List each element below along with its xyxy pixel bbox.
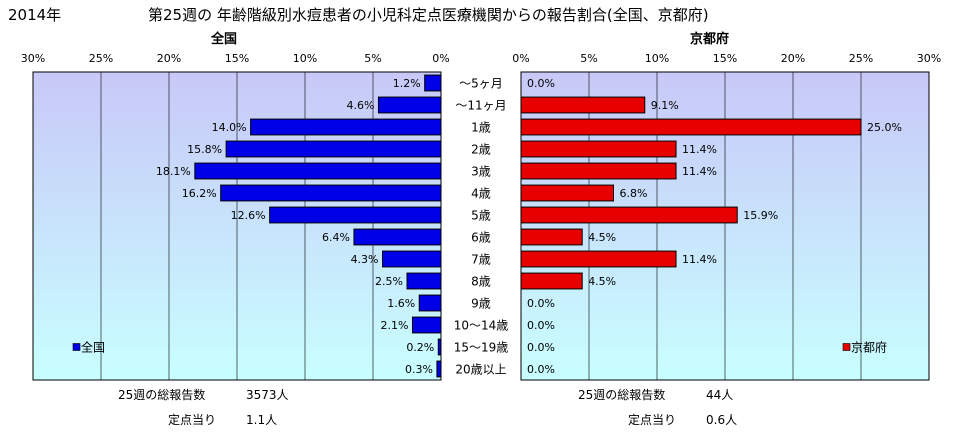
national-data-label: 1.2% [393, 77, 421, 90]
kyoto-data-label: 15.9% [743, 209, 778, 222]
national-data-label: 16.2% [182, 187, 217, 200]
national-data-label: 4.6% [346, 99, 374, 112]
kyoto-data-label: 0.0% [527, 341, 555, 354]
kyoto-data-label: 9.1% [651, 99, 679, 112]
kyoto-x-tick-label: 25% [849, 52, 873, 65]
national-bar [406, 272, 442, 290]
national-bar [353, 228, 442, 246]
kyoto-data-label: 0.0% [527, 77, 555, 90]
kyoto-panel-title: 京都府 [690, 32, 730, 47]
national-bar [382, 250, 442, 268]
national-x-tick-label: 0% [432, 52, 449, 65]
category-label: 8歳 [471, 275, 491, 289]
national-x-tick-label: 10% [293, 52, 317, 65]
category-label: 20歳以上 [455, 363, 506, 377]
year-label: 2014年 [8, 6, 62, 24]
chart-title: 第25週の 年齢階級別水痘患者の小児科定点医療機関からの報告割合(全国、京都府) [148, 6, 709, 24]
national-bar [250, 118, 442, 136]
national-data-label: 0.3% [405, 363, 433, 376]
national-bar [418, 294, 442, 312]
kyoto-bar [520, 118, 862, 136]
national-data-label: 6.4% [322, 231, 350, 244]
category-label: ～5ヶ月 [459, 77, 503, 91]
kyoto-legend-swatch [842, 343, 851, 351]
category-label: 4歳 [471, 187, 491, 201]
kyoto-x-tick-label: 20% [781, 52, 805, 65]
national-data-label: 4.3% [351, 253, 379, 266]
kyoto-bar [520, 250, 677, 268]
kyoto-data-label: 0.0% [527, 319, 555, 332]
category-label: 3歳 [471, 165, 491, 179]
kyoto-per-label: 定点当り [628, 413, 677, 427]
national-x-tick-label: 30% [21, 52, 45, 65]
national-panel-title: 全国 [211, 32, 238, 47]
category-label: 5歳 [471, 209, 491, 223]
national-bar [411, 316, 442, 334]
national-data-label: 0.2% [406, 341, 434, 354]
national-bar [225, 140, 442, 158]
kyoto-bar [520, 162, 677, 180]
category-label: 6歳 [471, 231, 491, 245]
kyoto-x-tick-label: 10% [645, 52, 669, 65]
national-per-value: 1.1人 [246, 413, 278, 427]
national-data-label: 2.5% [375, 275, 403, 288]
national-plot-frame [32, 71, 442, 381]
national-data-label: 12.6% [231, 209, 266, 222]
kyoto-bar [520, 184, 614, 202]
national-x-tick-label: 5% [364, 52, 381, 65]
national-data-label: 18.1% [156, 165, 191, 178]
national-data-label: 1.6% [387, 297, 415, 310]
kyoto-legend-label: 京都府 [851, 340, 887, 355]
kyoto-data-label: 0.0% [527, 297, 555, 310]
kyoto-data-label: 11.4% [682, 253, 717, 266]
national-legend-swatch [72, 343, 81, 351]
category-label: 7歳 [471, 253, 491, 267]
national-bar [437, 338, 442, 356]
national-legend-label: 全国 [81, 340, 105, 355]
kyoto-bar [520, 228, 583, 246]
national-per-label: 定点当り [168, 413, 217, 427]
national-bar [377, 96, 442, 114]
kyoto-data-label: 11.4% [682, 143, 717, 156]
kyoto-total-label: 25週の総報告数 [578, 388, 666, 402]
category-label: 10～14歳 [454, 319, 509, 333]
kyoto-plot-frame [520, 71, 930, 381]
national-data-label: 2.1% [380, 319, 408, 332]
category-label: 15～19歳 [454, 341, 509, 355]
national-x-tick-label: 15% [225, 52, 249, 65]
kyoto-data-label: 4.5% [588, 275, 616, 288]
category-label: 9歳 [471, 297, 491, 311]
national-x-tick-label: 20% [157, 52, 181, 65]
national-data-label: 15.8% [187, 143, 222, 156]
kyoto-data-label: 4.5% [588, 231, 616, 244]
category-label: 1歳 [471, 121, 491, 135]
kyoto-data-label: 0.0% [527, 363, 555, 376]
kyoto-bar [520, 272, 583, 290]
kyoto-x-tick-label: 0% [512, 52, 529, 65]
national-data-label: 14.0% [212, 121, 247, 134]
category-label: 2歳 [471, 143, 491, 157]
national-bar [436, 360, 442, 378]
kyoto-x-tick-label: 5% [580, 52, 597, 65]
kyoto-data-label: 6.8% [619, 187, 647, 200]
category-label: ～11ヶ月 [455, 99, 506, 113]
national-bar [269, 206, 442, 224]
kyoto-per-value: 0.6人 [706, 413, 738, 427]
national-bar [424, 74, 442, 92]
kyoto-bar [520, 206, 738, 224]
kyoto-x-tick-label: 30% [917, 52, 941, 65]
kyoto-x-tick-label: 15% [713, 52, 737, 65]
national-total-value: 3573人 [246, 388, 289, 402]
kyoto-bar [520, 96, 646, 114]
kyoto-bar [520, 140, 677, 158]
national-x-tick-label: 25% [89, 52, 113, 65]
kyoto-data-label: 11.4% [682, 165, 717, 178]
kyoto-total-value: 44人 [706, 388, 734, 402]
national-bar [194, 162, 442, 180]
national-total-label: 25週の総報告数 [118, 388, 206, 402]
kyoto-data-label: 25.0% [867, 121, 902, 134]
national-bar [220, 184, 442, 202]
